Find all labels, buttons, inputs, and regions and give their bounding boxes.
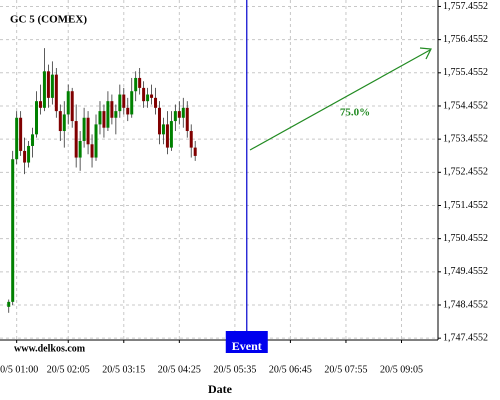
candle-body [169, 121, 173, 148]
x-tick-label: 20/5 05:35 [213, 364, 256, 375]
candle-body [78, 140, 82, 158]
watermark: www.delkos.com [14, 343, 86, 354]
candle-body [193, 147, 197, 156]
x-tick-label: 20/5 09:05 [380, 364, 423, 375]
candle-body [185, 107, 189, 132]
candle-body [23, 150, 27, 163]
y-tick-label: 1,753.4552 [443, 133, 488, 144]
candle-body [94, 124, 98, 158]
candle-body [102, 111, 106, 128]
candle-body [134, 77, 138, 92]
candle-body [11, 159, 15, 302]
candle-body [38, 101, 42, 108]
x-axis-title: Date [208, 382, 233, 396]
candle-body [110, 101, 114, 118]
x-tick-label: 20/5 06:45 [269, 364, 312, 375]
y-tick-label: 1,750.4552 [443, 233, 488, 244]
candle-body [50, 74, 54, 98]
y-tick-label: 1,754.4552 [443, 100, 488, 111]
candle-body [86, 117, 90, 145]
candle-body [157, 107, 161, 135]
annotation: 75.0% [340, 107, 370, 119]
candle-body [106, 101, 110, 128]
candle-body [19, 117, 23, 151]
candle-body [82, 117, 86, 141]
candle-body [70, 91, 74, 122]
y-tick-label: 1,752.4552 [443, 167, 488, 178]
x-tick-label: 20/5 01:00 [0, 364, 38, 375]
candle-body [27, 145, 31, 163]
candle-body [74, 121, 78, 158]
x-tick-label: 20/5 07:55 [324, 364, 367, 375]
candle-body [142, 87, 146, 102]
candle-body [90, 144, 94, 158]
candle-body [66, 91, 70, 115]
projection-arrow [249, 49, 431, 151]
candle-body [130, 91, 134, 115]
y-tick-label: 1,749.4552 [443, 266, 488, 277]
candle-body [138, 77, 142, 88]
candle-body [98, 111, 102, 125]
candle-body [58, 111, 62, 132]
candle-body [42, 71, 46, 108]
arrow-head [419, 47, 432, 60]
candle-body [165, 124, 169, 148]
candle-body [161, 124, 165, 135]
candle-body [31, 134, 35, 146]
y-tick-label: 1,747.4552 [443, 332, 488, 343]
chart-title: GC 5 (COMEX) [10, 14, 87, 26]
y-tick-label: 1,755.4552 [443, 67, 488, 78]
candle-body [122, 94, 126, 108]
candle-body [126, 107, 130, 115]
candle-body [118, 94, 122, 112]
y-tick-label: 1,748.4552 [443, 299, 488, 310]
event-label-box [225, 331, 268, 353]
candle-body [35, 101, 38, 135]
y-tick-label: 1,756.4552 [443, 34, 488, 45]
y-tick-label: 1,751.4552 [443, 200, 488, 211]
candle-body [62, 114, 66, 132]
x-tick-label: 20/5 02:05 [47, 364, 90, 375]
candle-body [146, 94, 150, 102]
candle-body [114, 111, 118, 118]
event-label: Event [232, 339, 262, 353]
candle-body [7, 301, 11, 307]
candle-body [15, 117, 19, 160]
candle-body [46, 71, 50, 98]
x-tick-label: 20/5 04:25 [158, 364, 201, 375]
candle-body [181, 107, 185, 118]
candle-body [173, 111, 177, 122]
candle-body [189, 131, 193, 148]
x-tick-label: 20/5 03:15 [102, 364, 145, 375]
candle-body [150, 94, 154, 98]
candle-body [177, 111, 181, 118]
y-tick-label: 1,757.4552 [443, 1, 488, 12]
candle-body [154, 97, 158, 108]
candle-body [54, 74, 58, 112]
